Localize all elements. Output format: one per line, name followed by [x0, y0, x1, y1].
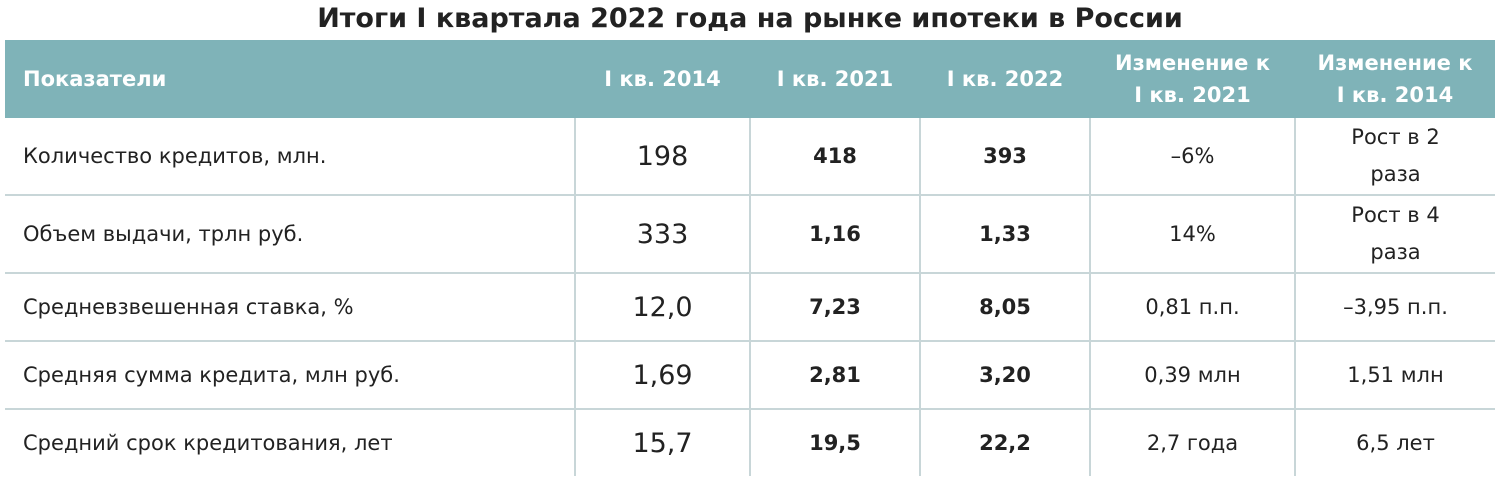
- table-cell: 1,51 млн: [1294, 341, 1495, 410]
- table-body: Количество кредитов, млн. 198 418 393 –6% Рос…: [5, 118, 1495, 476]
- table-cell: 0,81 п.п.: [1089, 273, 1295, 342]
- table-cell: 7,23: [749, 273, 920, 342]
- table-row: Средневзвешенная ставка, % 12,0 7,23 8,05 0,…: [5, 273, 1495, 342]
- table-cell: 3,20: [919, 341, 1090, 410]
- title: Итоги I квартала 2022 года на рынке ипот…: [317, 3, 1183, 34]
- table-cell: –6%: [1089, 118, 1295, 196]
- row-label: Средневзвешенная ставка, %: [5, 273, 575, 342]
- table-cell: 198: [574, 118, 750, 196]
- row-label: Средняя сумма кредита, млн руб.: [5, 341, 575, 410]
- table-cell: 12,0: [574, 273, 750, 342]
- table-row: Средний срок кредитования, лет 15,7 19,5 22…: [5, 409, 1495, 476]
- table-cell: 19,5: [749, 409, 920, 476]
- row-label: Средний срок кредитования, лет: [23, 430, 393, 455]
- table-cell: 1,69: [574, 341, 750, 410]
- header-cell: Показатели: [5, 40, 575, 118]
- table-row: Средняя сумма кредита, млн руб. 1,69 2,81 3…: [5, 341, 1495, 410]
- header-cell: I кв. 2022: [920, 40, 1090, 118]
- table-cell: 333: [574, 195, 750, 274]
- table-cell: 0,39 млн: [1089, 341, 1295, 410]
- header-cell: Изменение к I кв. 2014: [1295, 40, 1495, 118]
- table-row: Объем выдачи, трлн руб. 333 1,16 1,33 14% Рос…: [5, 195, 1495, 274]
- table-cell: 1,33: [919, 195, 1090, 274]
- table-cell: –3,95 п.п.: [1294, 273, 1495, 342]
- table-cell: 6,5 лет: [1294, 409, 1495, 476]
- header-row: Показатели I кв. 2014 I кв. 2021 I кв. 2022…: [5, 40, 1495, 118]
- table-cell: 15,7: [574, 409, 750, 476]
- table-cell: 1,16: [749, 195, 920, 274]
- table-cell: 8,05: [919, 273, 1090, 342]
- table-cell: 418: [749, 118, 920, 196]
- table-header: Показатели I кв. 2014 I кв. 2021 I кв. 2022…: [5, 40, 1495, 118]
- row-label: Объем выдачи, трлн руб.: [5, 195, 575, 274]
- header-cell: Изменение к I кв. 2021: [1090, 40, 1295, 118]
- table-cell: 14%: [1089, 195, 1295, 274]
- table-cell: 22,2: [919, 409, 1090, 476]
- table-cell: 393: [919, 118, 1090, 196]
- table-cell: 2,7 года: [1089, 409, 1295, 476]
- table: Показатели I кв. 2014 I кв. 2021 I кв. 2022…: [5, 40, 1495, 476]
- table-cell: Рост в 4 раза: [1294, 195, 1495, 274]
- table-cell: 2,81: [749, 341, 920, 410]
- table-cell: Рост в 2 раза: [1294, 118, 1495, 196]
- table-row: Количество кредитов, млн. 198 418 393 –6% Рос…: [5, 118, 1495, 196]
- header-cell: I кв. 2014: [575, 40, 750, 118]
- header-cell: I кв. 2021: [750, 40, 920, 118]
- row-label: Количество кредитов, млн.: [5, 118, 575, 196]
